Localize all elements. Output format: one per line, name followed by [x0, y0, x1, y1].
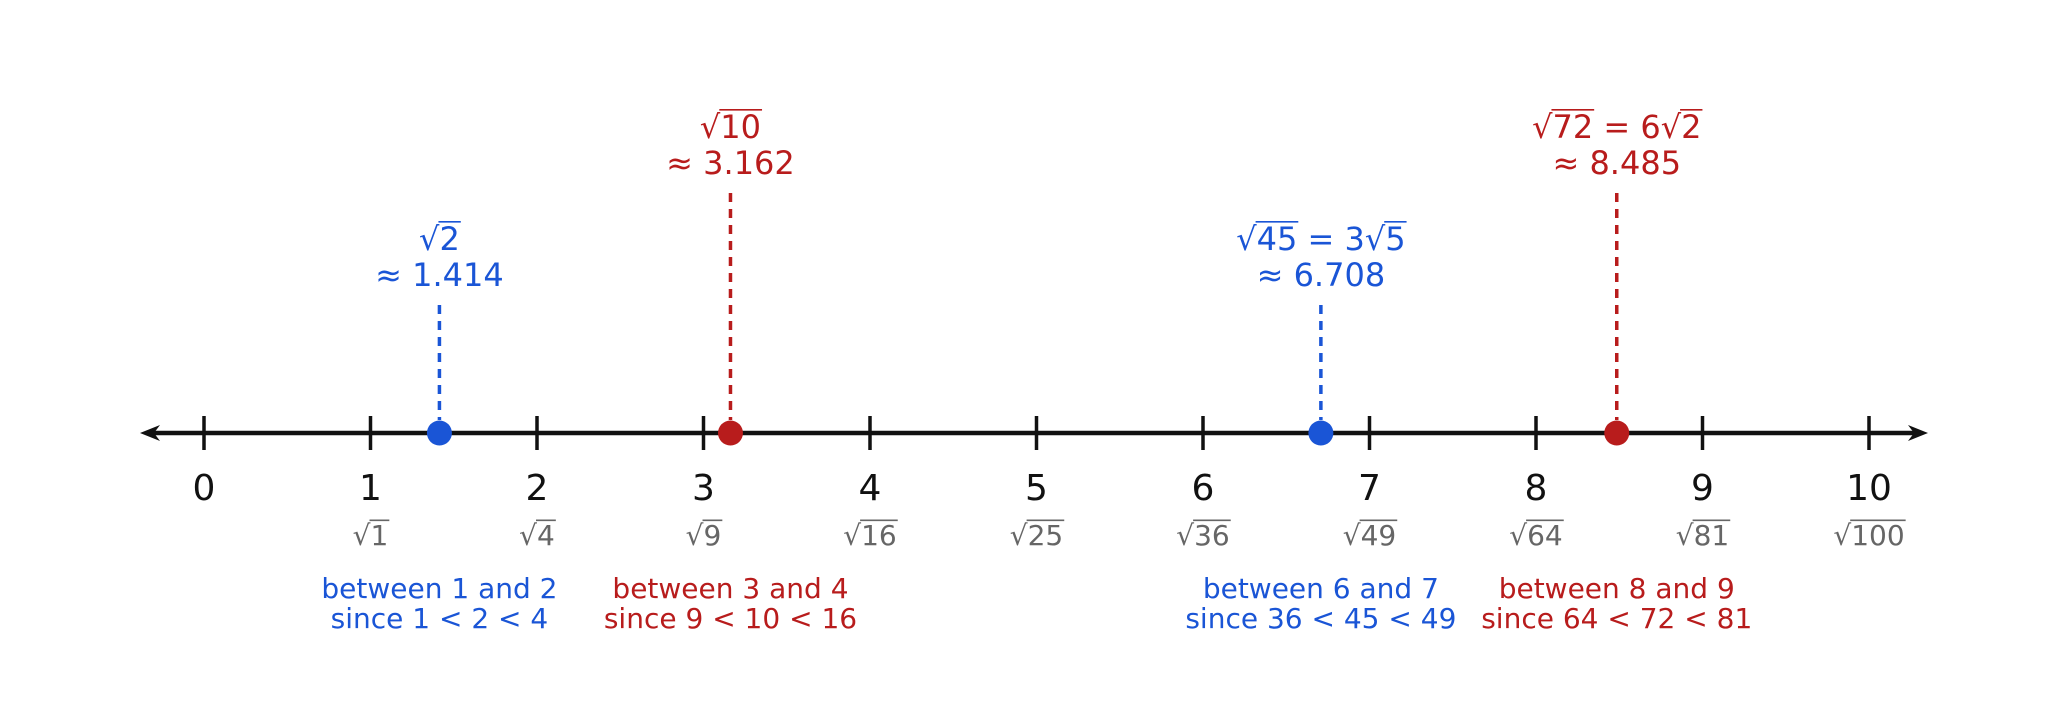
marker-note-reason: since 9 < 10 < 16 [604, 602, 857, 635]
tick-2: 2√4 [519, 416, 556, 552]
marker-note-range: between 6 and 7 [1203, 572, 1439, 605]
tick-label: 4 [859, 468, 882, 509]
tick-7: 7√49 [1343, 416, 1398, 552]
svg-text:√9: √9 [686, 519, 722, 552]
marker-point [426, 420, 452, 446]
svg-text:√4: √4 [519, 519, 555, 552]
svg-text:√100: √100 [1833, 519, 1904, 552]
marker-expression: √72 = 6√2 [1532, 108, 1703, 146]
tick-5: 5√25 [1010, 416, 1065, 552]
tick-label: 3 [692, 468, 715, 509]
tick-label: 6 [1192, 468, 1215, 509]
tick-0: 0 [193, 416, 216, 509]
marker-note-range: between 3 and 4 [612, 572, 848, 605]
axis-layer [140, 425, 1928, 441]
tick-sqrt-label: √36 [1176, 519, 1231, 552]
svg-text:√45 = 3√5: √45 = 3√5 [1236, 220, 1405, 258]
tick-9: 9√81 [1676, 416, 1731, 552]
tick-label: 7 [1358, 468, 1381, 509]
svg-text:√10: √10 [700, 108, 761, 146]
tick-label: 1 [359, 468, 382, 509]
tick-label: 5 [1025, 468, 1048, 509]
svg-text:√2: √2 [419, 220, 460, 258]
tick-3: 3√9 [686, 416, 723, 552]
marker-approx: ≈ 1.414 [375, 256, 504, 294]
tick-sqrt-label: √4 [519, 519, 556, 552]
tick-6: 6√36 [1176, 416, 1231, 552]
tick-label: 8 [1525, 468, 1548, 509]
tick-sqrt-label: √81 [1676, 519, 1731, 552]
tick-label: 10 [1846, 468, 1892, 509]
tick-label: 0 [193, 468, 216, 509]
tick-4: 4√16 [843, 416, 898, 552]
marker-expression: √45 = 3√5 [1236, 220, 1407, 258]
svg-text:√36: √36 [1176, 519, 1229, 552]
marker-note-range: between 8 and 9 [1499, 572, 1735, 605]
tick-sqrt-label: √25 [1010, 519, 1065, 552]
svg-text:√81: √81 [1676, 519, 1729, 552]
left-arrow-icon [140, 425, 160, 441]
marker-point [1308, 420, 1334, 446]
tick-8: 8√64 [1509, 416, 1564, 552]
tick-sqrt-label: √100 [1833, 519, 1906, 552]
marker-point [717, 420, 743, 446]
tick-sqrt-label: √1 [353, 519, 390, 552]
marker-note-reason: since 36 < 45 < 49 [1185, 602, 1456, 635]
svg-text:√1: √1 [353, 519, 389, 552]
svg-text:√64: √64 [1509, 519, 1562, 552]
tick-1: 1√1 [353, 416, 390, 552]
marker-approx: ≈ 3.162 [666, 144, 795, 182]
marker-approx: ≈ 6.708 [1257, 256, 1386, 294]
svg-text:√49: √49 [1343, 519, 1396, 552]
marker-approx: ≈ 8.485 [1552, 144, 1681, 182]
tick-10: 10 √100 [1833, 416, 1906, 552]
marker-note-reason: since 64 < 72 < 81 [1481, 602, 1752, 635]
right-arrow-icon [1908, 425, 1928, 441]
marker-expression: √2 [419, 220, 461, 258]
tick-label: 9 [1691, 468, 1714, 509]
svg-text:√16: √16 [843, 519, 896, 552]
tick-sqrt-label: √49 [1343, 519, 1398, 552]
marker-note-reason: since 1 < 2 < 4 [331, 602, 549, 635]
marker-point [1604, 420, 1630, 446]
svg-text:√72 = 6√2: √72 = 6√2 [1532, 108, 1701, 146]
tick-sqrt-label: √16 [843, 519, 898, 552]
tick-sqrt-label: √64 [1509, 519, 1564, 552]
tick-sqrt-label: √9 [686, 519, 723, 552]
marker-note-range: between 1 and 2 [321, 572, 557, 605]
marker-expression: √10 [700, 108, 763, 146]
svg-text:√25: √25 [1010, 519, 1063, 552]
tick-label: 2 [526, 468, 549, 509]
